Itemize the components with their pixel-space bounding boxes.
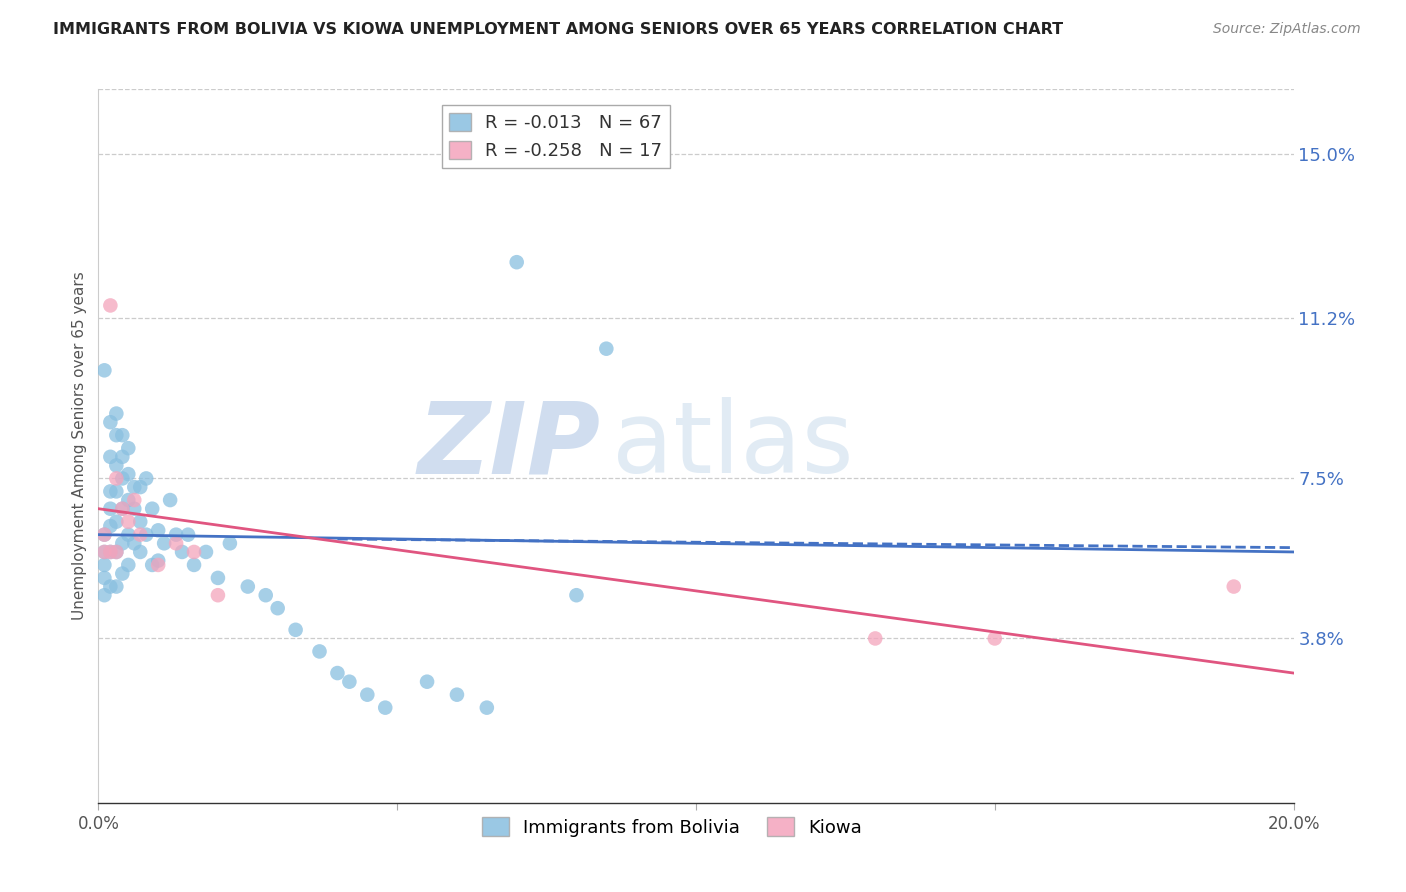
Point [105, 428, 128, 442]
Point [254, 588, 277, 602]
Point [111, 450, 134, 464]
Point [219, 536, 242, 550]
Point [153, 536, 176, 550]
Legend: Immigrants from Bolivia, Kiowa: Immigrants from Bolivia, Kiowa [474, 810, 870, 844]
Point [105, 484, 128, 499]
Point [117, 558, 139, 572]
Point [117, 467, 139, 482]
Point [236, 580, 259, 594]
Point [105, 458, 128, 473]
Point [165, 527, 187, 541]
Point [129, 545, 152, 559]
Point [98, 519, 122, 533]
Point [105, 471, 128, 485]
Point [195, 545, 218, 559]
Point [148, 558, 170, 572]
Text: Source: ZipAtlas.com: Source: ZipAtlas.com [1213, 22, 1361, 37]
Point [135, 527, 157, 541]
Point [93, 363, 115, 377]
Point [111, 536, 134, 550]
Point [148, 553, 170, 567]
Point [98, 580, 122, 594]
Point [565, 588, 588, 602]
Point [148, 524, 170, 538]
Point [506, 255, 529, 269]
Point [159, 493, 181, 508]
Point [111, 428, 134, 442]
Point [98, 545, 122, 559]
Point [93, 571, 115, 585]
Point [111, 471, 134, 485]
Point [98, 298, 122, 312]
Point [105, 407, 128, 421]
Y-axis label: Unemployment Among Seniors over 65 years: Unemployment Among Seniors over 65 years [72, 272, 87, 620]
Point [111, 501, 134, 516]
Point [207, 571, 229, 585]
Point [129, 527, 152, 541]
Point [135, 471, 157, 485]
Point [105, 580, 128, 594]
Point [93, 558, 115, 572]
Point [105, 515, 128, 529]
Text: IMMIGRANTS FROM BOLIVIA VS KIOWA UNEMPLOYMENT AMONG SENIORS OVER 65 YEARS CORREL: IMMIGRANTS FROM BOLIVIA VS KIOWA UNEMPLO… [53, 22, 1063, 37]
Point [356, 688, 378, 702]
Point [111, 566, 134, 581]
Point [124, 480, 146, 494]
Point [1223, 580, 1246, 594]
Point [446, 688, 468, 702]
Point [117, 493, 139, 508]
Point [98, 545, 122, 559]
Point [267, 601, 290, 615]
Point [117, 527, 139, 541]
Point [93, 527, 115, 541]
Point [141, 558, 163, 572]
Text: ZIP: ZIP [418, 398, 600, 494]
Point [475, 700, 498, 714]
Point [172, 545, 194, 559]
Point [207, 588, 229, 602]
Point [595, 342, 617, 356]
Point [117, 515, 139, 529]
Point [129, 480, 152, 494]
Point [183, 558, 205, 572]
Point [98, 415, 122, 429]
Point [374, 700, 396, 714]
Point [326, 666, 349, 681]
Point [124, 501, 146, 516]
Point [105, 545, 128, 559]
Point [124, 536, 146, 550]
Point [865, 632, 887, 646]
Point [93, 527, 115, 541]
Point [339, 674, 361, 689]
Point [165, 536, 187, 550]
Point [177, 527, 200, 541]
Point [284, 623, 307, 637]
Point [984, 632, 1007, 646]
Point [141, 501, 163, 516]
Point [93, 545, 115, 559]
Point [117, 441, 139, 455]
Point [416, 674, 439, 689]
Point [105, 545, 128, 559]
Point [98, 484, 122, 499]
Point [183, 545, 205, 559]
Point [93, 588, 115, 602]
Point [93, 545, 115, 559]
Point [98, 501, 122, 516]
Point [111, 501, 134, 516]
Point [129, 515, 152, 529]
Point [308, 644, 330, 658]
Text: atlas: atlas [613, 398, 853, 494]
Point [98, 450, 122, 464]
Point [124, 493, 146, 508]
